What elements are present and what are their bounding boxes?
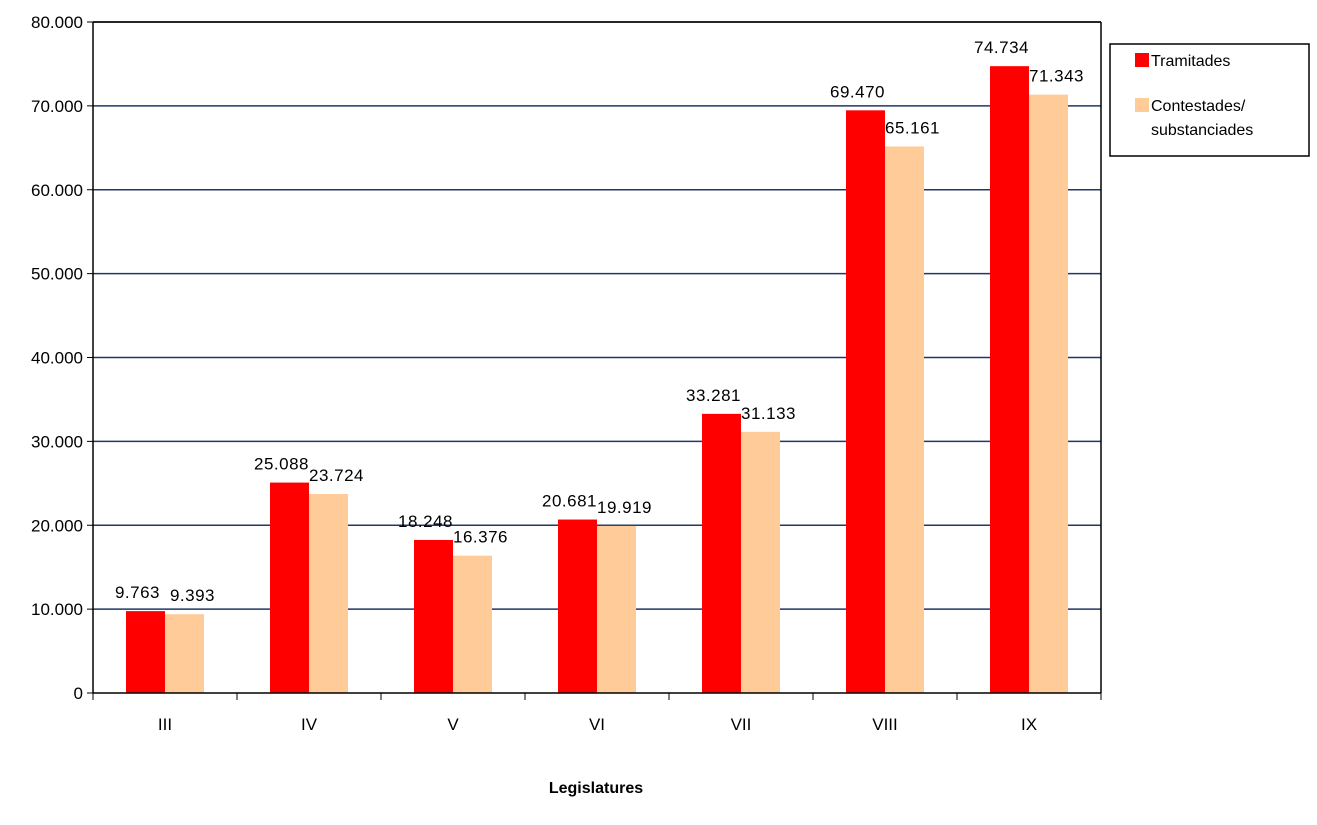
- y-tick-label: 30.000: [31, 432, 83, 451]
- x-tick-label: VIII: [872, 715, 898, 734]
- y-axis-ticks: 0 10.000 20.000 30.000 40.000 50.000 60.000 70.…: [31, 13, 93, 703]
- data-label: 16.376: [453, 528, 508, 547]
- data-label: 71.343: [1029, 67, 1084, 86]
- y-tick-label: 80.000: [31, 13, 83, 32]
- bar-tramitades-vi: [558, 519, 597, 693]
- data-label: 9.763: [115, 583, 160, 602]
- y-tick-label: 60.000: [31, 181, 83, 200]
- bar-contestades-iii: [165, 614, 204, 693]
- legend-label-contestades: Contestades/: [1151, 98, 1246, 115]
- x-tick-label: V: [447, 715, 459, 734]
- bar-contestades-v: [453, 555, 492, 693]
- data-label: 65.161: [885, 118, 940, 137]
- x-axis-title: Legislatures: [549, 780, 643, 797]
- legend-label-tramitades: Tramitades: [1151, 53, 1230, 70]
- data-label: 19.919: [597, 498, 652, 517]
- data-label: 9.393: [170, 586, 215, 605]
- x-tick-label: III: [158, 715, 172, 734]
- y-tick-label: 0: [74, 684, 83, 703]
- bar-contestades-viii: [885, 146, 924, 694]
- bar-tramitades-iii: [126, 611, 165, 693]
- y-tick-label: 40.000: [31, 349, 83, 368]
- data-label: 33.281: [686, 386, 741, 405]
- y-tick-label: 10.000: [31, 600, 83, 619]
- x-axis-ticks: III IV V VI VII VIII IX: [92, 693, 1102, 734]
- data-label: 74.734: [974, 38, 1029, 57]
- bar-tramitades-v: [414, 539, 453, 693]
- y-tick-label: 70.000: [31, 97, 83, 116]
- data-label: 18.248: [398, 512, 453, 531]
- y-tick-label: 20.000: [31, 516, 83, 535]
- x-tick-label: VI: [589, 715, 605, 734]
- bar-tramitades-iv: [270, 482, 309, 693]
- y-tick-label: 50.000: [31, 265, 83, 284]
- legend-swatch-tramitades: [1135, 53, 1149, 67]
- bar-contestades-vi: [597, 525, 636, 693]
- data-label: 23.724: [309, 466, 364, 485]
- data-label: 25.088: [254, 455, 309, 474]
- data-label: 20.681: [542, 492, 597, 511]
- data-label: 69.470: [830, 82, 885, 101]
- bar-contestades-vii: [741, 431, 780, 693]
- legend-label-contestades-line2: substanciades: [1151, 122, 1253, 139]
- gridlines: [93, 21, 1101, 610]
- bar-contestades-iv: [309, 494, 348, 693]
- legend-swatch-contestades: [1135, 98, 1149, 112]
- x-tick-label: VII: [731, 715, 752, 734]
- bar-tramitades-viii: [846, 110, 885, 693]
- bar-contestades-ix: [1029, 94, 1068, 693]
- bars: [126, 66, 1068, 694]
- x-tick-label: IX: [1021, 715, 1037, 734]
- x-tick-label: IV: [301, 715, 318, 734]
- axes: [92, 21, 1102, 694]
- bar-tramitades-ix: [990, 66, 1029, 693]
- legend: Tramitades Contestades/substanciades: [1109, 43, 1310, 157]
- data-label: 31.133: [741, 404, 796, 423]
- bar-tramitades-vii: [702, 413, 741, 693]
